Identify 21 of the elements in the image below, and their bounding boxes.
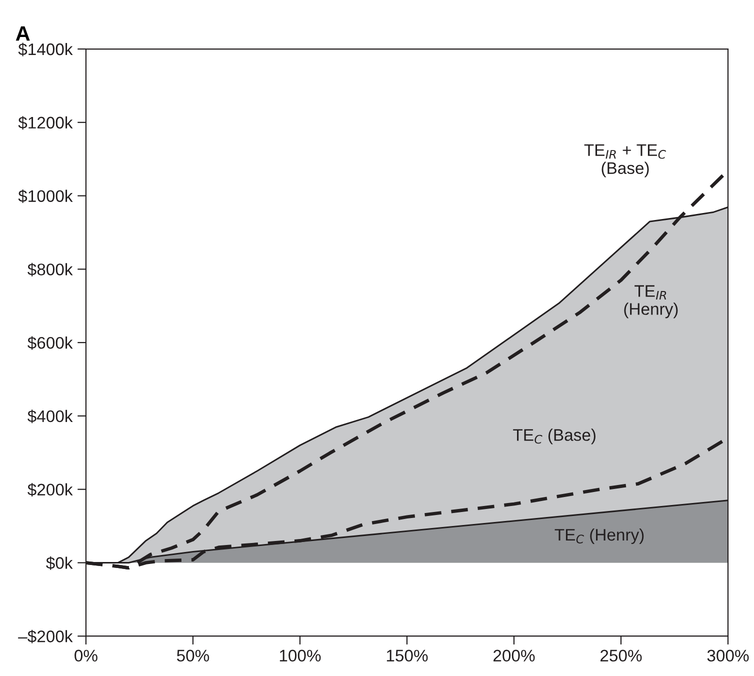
x-tick-label: 250% [600, 650, 642, 662]
y-tick-label: $1200k [18, 116, 73, 130]
y-tick-label: $0k [46, 556, 73, 570]
series-label: TE$_{C}$ (Henry) [554, 528, 644, 544]
y-tick-label: $1400k [18, 42, 73, 56]
y-tick-label: $600k [28, 336, 73, 350]
y-tick-label: $400k [28, 410, 73, 424]
text: TE$_{C}$ (Base) [513, 428, 596, 444]
y-tick-label: –$200k [18, 630, 73, 644]
x-tick-label: 200% [494, 650, 535, 662]
series-label: TE$_{IR}$ (Henry) [624, 285, 678, 318]
x-tick-label: 0% [74, 650, 98, 662]
x-tick-label: 50% [176, 650, 210, 662]
x-tick-label: 300% [707, 650, 749, 662]
chart-title: A [16, 26, 30, 41]
y-tick-label: $200k [28, 483, 73, 497]
text: TE$_{IR}$ + TE$_{C}$ (Base) [584, 144, 666, 178]
y-tick-label: $800k [28, 262, 73, 276]
x-tick-label: 100% [280, 650, 321, 662]
x-tick-label: 150% [386, 650, 428, 662]
y-tick-label: $1000k [18, 189, 73, 203]
